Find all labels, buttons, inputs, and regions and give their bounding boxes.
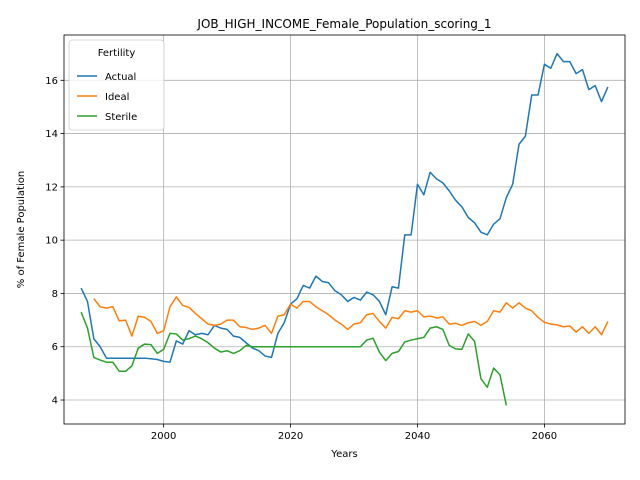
y-tick-label: 14 bbox=[45, 129, 58, 140]
y-tick-label: 10 bbox=[45, 236, 58, 247]
y-axis: 4 6 8 10 12 14 16 bbox=[45, 76, 64, 407]
y-tick-label: 8 bbox=[52, 289, 58, 300]
legend-label-sterile: Sterile bbox=[105, 112, 137, 123]
y-tick-label: 4 bbox=[52, 396, 58, 407]
legend-label-ideal: Ideal bbox=[105, 92, 129, 103]
x-tick-label: 2000 bbox=[151, 431, 176, 442]
y-axis-label: % of Female Population bbox=[16, 171, 27, 288]
x-tick-label: 2060 bbox=[532, 431, 557, 442]
series-line-ideal bbox=[93, 296, 609, 337]
series-line-sterile bbox=[80, 311, 508, 406]
legend-label-actual: Actual bbox=[105, 72, 136, 83]
y-tick-label: 12 bbox=[45, 182, 58, 193]
x-tick-label: 2040 bbox=[405, 431, 430, 442]
chart-title: JOB_HIGH_INCOME_Female_Population_scorin… bbox=[196, 17, 491, 31]
series-line-actual bbox=[80, 52, 609, 363]
legend-title: Fertility bbox=[98, 48, 136, 59]
axes-frame bbox=[63, 34, 626, 425]
y-tick-label: 6 bbox=[52, 342, 58, 353]
plot-area bbox=[80, 52, 609, 406]
x-tick-label: 2020 bbox=[278, 431, 303, 442]
x-axis-label: Years bbox=[330, 449, 357, 460]
y-tick-label: 16 bbox=[45, 76, 58, 87]
grid-lines bbox=[64, 35, 625, 424]
legend: Fertility Actual Ideal Sterile bbox=[68, 39, 165, 131]
legend-box bbox=[68, 39, 165, 131]
x-axis: 2000 2020 2040 2060 bbox=[151, 424, 557, 442]
